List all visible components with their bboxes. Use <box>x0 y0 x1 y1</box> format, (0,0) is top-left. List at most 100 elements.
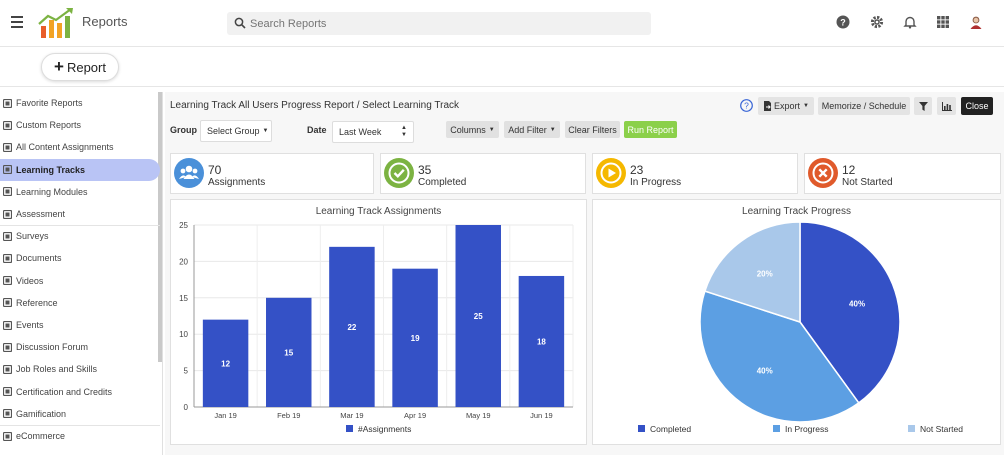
sidebar-divider <box>0 225 160 226</box>
run-report-label: Run Report <box>627 124 674 135</box>
reports-logo-icon <box>38 8 73 38</box>
bar <box>329 246 375 407</box>
apps-grid-icon[interactable] <box>936 15 950 29</box>
filter-button[interactable] <box>914 97 932 115</box>
progress-chart-panel: Learning Track Progress 40% 40% 20% Complet… <box>592 199 1001 445</box>
export-icon <box>764 101 772 111</box>
sidebar-item-all-content-assignments[interactable]: All Content Assignments <box>0 136 160 158</box>
sidebar-item-reference[interactable]: Reference <box>0 292 160 314</box>
bar <box>266 297 312 407</box>
new-report-button[interactable]: + Report <box>41 53 119 81</box>
search-input[interactable] <box>250 12 640 35</box>
sidebar-item-videos[interactable]: Videos <box>0 270 160 292</box>
track-icon <box>2 164 13 175</box>
sidebar-item-label: Job Roles and Skills <box>16 364 98 375</box>
legend-swatch <box>908 425 915 432</box>
sidebar-item-assessment[interactable]: Assessment <box>0 203 160 225</box>
legend-label: Not Started <box>920 424 963 434</box>
svg-text:?: ? <box>744 101 749 111</box>
date-select[interactable]: Last Week ▲ ▼ <box>332 121 414 143</box>
sidebar-item-events[interactable]: Events <box>0 314 160 336</box>
columns-button[interactable]: Columns ▼ <box>446 121 499 138</box>
stat-value: 70 <box>208 163 222 177</box>
sidebar-item-label: Reference <box>16 297 58 308</box>
caret-down-icon: ▼ <box>803 103 809 109</box>
legend-swatch <box>638 425 645 432</box>
sidebar-item-favorite-reports[interactable]: Favorite Reports <box>0 92 160 114</box>
notification-bell-icon[interactable] <box>903 15 917 29</box>
sidebar-item-gamification[interactable]: Gamification <box>0 403 160 425</box>
y-tick-label: 5 <box>184 367 189 376</box>
bar-value-label: 12 <box>221 359 230 368</box>
sidebar-item-surveys[interactable]: Surveys <box>0 225 160 247</box>
pie-value-label: 40% <box>849 299 865 308</box>
bar-value-label: 25 <box>474 312 483 321</box>
play-circle-icon <box>600 162 622 184</box>
pie-slice <box>699 290 860 423</box>
add-filter-button[interactable]: Add Filter ▼ <box>504 121 560 138</box>
close-button[interactable]: Close <box>961 97 993 115</box>
cart-icon <box>2 431 13 441</box>
stat-circle <box>174 158 204 188</box>
plus-icon: + <box>54 57 64 76</box>
bar-value-label: 19 <box>411 334 420 343</box>
sidebar-item-label: Videos <box>16 275 44 286</box>
user-avatar[interactable] <box>969 15 983 29</box>
legend-swatch <box>773 425 780 432</box>
y-tick-label: 10 <box>179 330 188 339</box>
event-icon <box>2 320 13 330</box>
x-tick-label: Feb 19 <box>277 411 300 420</box>
module-icon <box>2 187 13 197</box>
chart-toggle-button[interactable] <box>937 97 956 115</box>
sidebar-item-label: Learning Tracks <box>16 164 86 175</box>
sidebar-item-label: Learning Modules <box>16 186 88 197</box>
chart-title: Learning Track Assignments <box>315 206 442 217</box>
caret-down-icon: ▼ <box>549 126 556 133</box>
sidebar-item-label: Events <box>16 320 44 330</box>
bar-chart: 0 5 10 15 20 25 12 Jan 19 15 Feb 19 22 Mar 19 19 Apr … <box>179 221 574 434</box>
sidebar-scrollbar[interactable] <box>158 92 162 362</box>
sidebar-item-discussion-forum[interactable]: Discussion Forum <box>0 336 160 358</box>
survey-icon <box>2 231 13 241</box>
sidebar-item-label: Documents <box>16 253 62 264</box>
stat-card-assignments: 70 Assignments <box>170 153 374 194</box>
bar-value-label: 18 <box>537 337 546 346</box>
run-report-button[interactable]: Run Report <box>624 121 677 138</box>
info-help-icon[interactable]: ? <box>740 99 753 112</box>
bar-value-label: 22 <box>347 323 356 332</box>
sidebar-item-job-roles-and-skills[interactable]: Job Roles and Skills <box>0 358 160 380</box>
chat-icon <box>2 342 13 352</box>
stat-value: 35 <box>418 163 432 177</box>
sidebar-item-certification-and-credits[interactable]: Certification and Credits <box>0 381 160 403</box>
sidebar-item-label: Custom Reports <box>16 120 82 131</box>
sidebar-item-learning-modules[interactable]: Learning Modules <box>0 181 160 203</box>
sidebar-item-learning-tracks[interactable]: Learning Tracks <box>0 158 160 181</box>
breadcrumb: Learning Track All Users Progress Report… <box>170 100 460 111</box>
caret-down-icon: ▼ <box>488 126 495 133</box>
hamburger-menu-icon[interactable] <box>11 16 23 28</box>
filter-icon <box>918 101 928 111</box>
export-button[interactable]: Export ▼ <box>758 97 814 115</box>
pie-slice <box>703 221 801 324</box>
x-tick-label: Jan 19 <box>214 411 237 420</box>
sidebar-item-custom-reports[interactable]: Custom Reports <box>0 114 160 136</box>
memorize-schedule-button[interactable]: Memorize / Schedule <box>818 97 910 115</box>
pie-slice <box>799 221 901 404</box>
divider <box>0 86 1004 87</box>
group-select[interactable]: Select Group ▼ <box>200 120 272 142</box>
sidebar-item-ecommerce[interactable]: eCommerce <box>0 425 160 447</box>
search-box[interactable] <box>227 12 651 35</box>
bar-value-label: 15 <box>284 348 293 357</box>
export-label: Export <box>774 101 801 111</box>
sidebar-item-documents[interactable]: Documents <box>0 247 160 269</box>
sidebar-divider <box>0 424 160 426</box>
clear-filters-button[interactable]: Clear Filters <box>565 121 620 138</box>
x-tick-label: Apr 19 <box>404 411 426 420</box>
settings-gear-icon[interactable] <box>870 15 884 29</box>
group-users-icon <box>179 165 199 179</box>
bar <box>392 268 438 407</box>
help-icon[interactable]: ? <box>836 15 850 29</box>
columns-label: Columns <box>450 124 486 135</box>
sidebar-item-label: Surveys <box>16 231 49 242</box>
sidebar-item-label: Certification and Credits <box>16 386 113 397</box>
